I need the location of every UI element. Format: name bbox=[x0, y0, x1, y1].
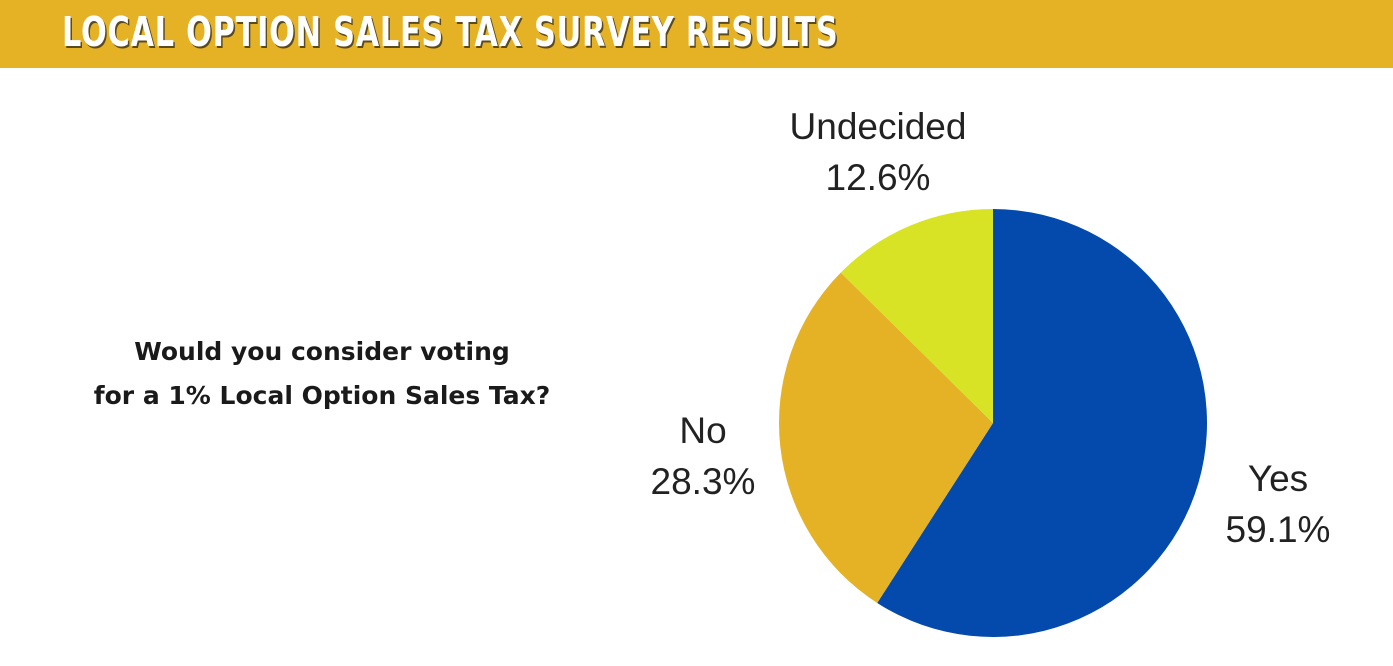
slice-label-yes: Yes bbox=[1248, 458, 1308, 499]
slice-label-no: No bbox=[679, 410, 726, 451]
pie-slice-no bbox=[778, 272, 993, 603]
question-line-1: Would you consider voting bbox=[134, 337, 510, 366]
slice-label-undecided: Undecided bbox=[790, 106, 967, 147]
slice-value-yes: 59.1% bbox=[1226, 509, 1331, 550]
slice-value-no: 28.3% bbox=[651, 461, 756, 502]
header-band: LOCAL OPTION SALES TAX SURVEY RESULTS bbox=[0, 0, 1393, 68]
pie-slice-undecided bbox=[840, 209, 993, 423]
page-title: LOCAL OPTION SALES TAX SURVEY RESULTS bbox=[62, 8, 839, 56]
pie-slice-yes bbox=[877, 209, 1208, 637]
survey-question: Would you consider voting for a 1% Local… bbox=[62, 330, 582, 418]
question-line-2: for a 1% Local Option Sales Tax? bbox=[93, 381, 551, 410]
slice-value-undecided: 12.6% bbox=[826, 157, 931, 198]
